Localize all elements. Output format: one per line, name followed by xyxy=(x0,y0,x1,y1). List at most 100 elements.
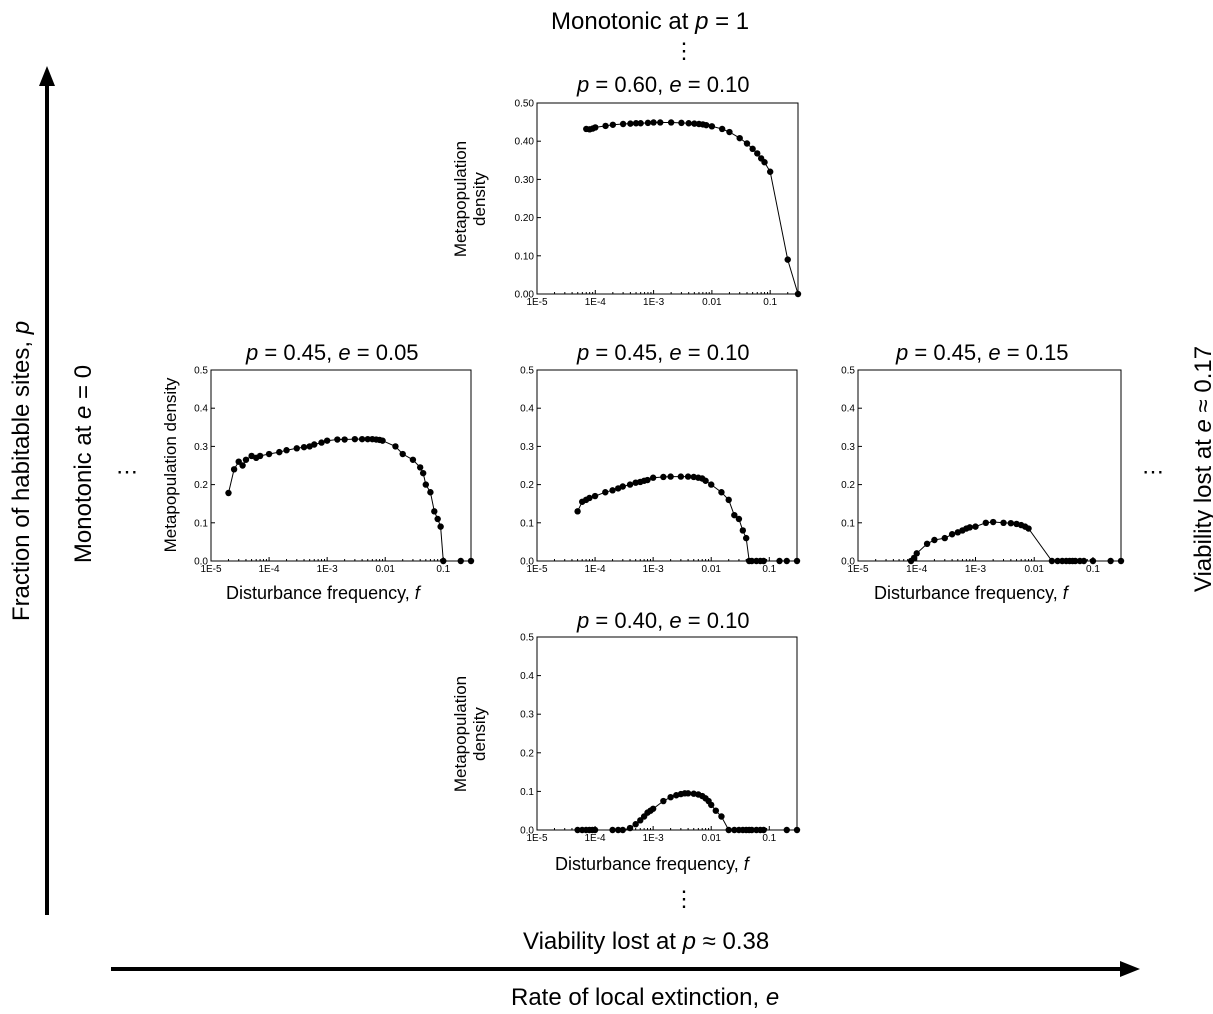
data-point xyxy=(627,120,634,127)
data-point xyxy=(708,801,715,809)
data-point xyxy=(364,435,371,443)
data-point xyxy=(725,496,732,504)
data-point xyxy=(1072,557,1079,565)
data-point xyxy=(614,826,622,834)
y-tick-label: 0.5 xyxy=(520,366,534,377)
data-point xyxy=(265,450,273,458)
data-point xyxy=(1054,557,1061,565)
plot-frame xyxy=(536,102,799,295)
data-point xyxy=(657,119,664,126)
data-point xyxy=(440,557,447,565)
data-point xyxy=(318,439,325,446)
data-point xyxy=(941,534,948,542)
x-tick-label: 1E-3 xyxy=(643,564,665,575)
top-label: Monotonic at p = 1 xyxy=(551,8,750,35)
x-tick-label: 0.01 xyxy=(702,297,722,308)
data-point xyxy=(619,483,626,490)
y-tick-label: 0.4 xyxy=(194,404,208,415)
data-point xyxy=(784,256,791,263)
data-point xyxy=(660,473,667,481)
data-point xyxy=(660,797,667,805)
x-tick-label: 0.1 xyxy=(763,297,777,308)
x-tick-label: 1E-5 xyxy=(526,564,548,575)
data-point xyxy=(725,826,732,834)
x-tick-label: 0.1 xyxy=(436,564,450,575)
data-point xyxy=(1107,557,1114,565)
data-point xyxy=(637,120,644,127)
data-point xyxy=(793,557,801,565)
x-tick-label: 1E-3 xyxy=(643,297,665,308)
data-point xyxy=(431,508,438,515)
x-tick-label: 1E-4 xyxy=(585,297,607,308)
data-point xyxy=(341,436,348,443)
y-tick-label: 0.2 xyxy=(841,480,855,491)
data-point xyxy=(691,120,698,127)
data-point xyxy=(626,481,634,488)
chart-panel-top: 0.00 0.10 0.20 0.30 0.40 0.50 1E-5 1E-4 1E-3 0.01… xyxy=(451,99,802,308)
panel-title-bottom: p = 0.40, e = 0.10 xyxy=(577,608,750,633)
data-point xyxy=(416,464,424,471)
x-tick-label: 1E-5 xyxy=(526,297,548,308)
data-point xyxy=(409,456,417,463)
data-point xyxy=(591,826,599,834)
data-point xyxy=(667,119,675,126)
data-point xyxy=(1048,557,1056,565)
bottom-label: Viability lost at p ≈ 0.38 xyxy=(523,928,770,955)
x-tick-label: 1E-4 xyxy=(259,564,281,575)
y-tick-label: 0.00 xyxy=(515,290,535,301)
y-axis-title: Metapopulation density xyxy=(161,377,180,552)
right-ellipsis: ⋯ xyxy=(1142,459,1164,484)
chart-panel-bottom: 0.0 0.1 0.2 0.3 0.4 0.5 1E-5 1E-4 1E-3 0.01 0.1 Met… xyxy=(451,633,801,844)
series-line xyxy=(910,521,1121,562)
chart-panel-left: 0.0 0.1 0.2 0.3 0.4 0.5 1E-5 1E-4 1E-3 0.01 0.1 Met… xyxy=(161,366,475,575)
y-tick-label: 0.40 xyxy=(515,137,535,148)
data-point xyxy=(586,494,593,502)
data-point xyxy=(323,437,331,444)
data-point xyxy=(225,489,232,497)
x-tick-label: 1E-5 xyxy=(526,833,548,844)
data-point xyxy=(708,123,716,130)
y-tick-label: 0.3 xyxy=(520,710,534,721)
x-tick-label: 0.1 xyxy=(762,564,776,575)
y-tick-label: 0.1 xyxy=(520,518,534,529)
data-point xyxy=(718,489,725,496)
data-point xyxy=(703,121,710,129)
data-point xyxy=(434,515,441,523)
x-tick-label: 1E-5 xyxy=(847,564,869,575)
x-tick-label: 0.1 xyxy=(1086,564,1100,575)
data-point xyxy=(794,290,802,298)
data-point xyxy=(748,557,756,565)
y-tick-label: 0.30 xyxy=(515,175,535,186)
data-point xyxy=(239,462,246,469)
horizontal-arrowhead xyxy=(1120,961,1140,977)
data-point xyxy=(739,527,747,534)
plot-frame xyxy=(536,636,798,831)
y-tick-label: 0.0 xyxy=(520,826,534,837)
data-point xyxy=(419,469,427,477)
panel-title-left: p = 0.45, e = 0.05 xyxy=(246,340,419,365)
data-point xyxy=(619,120,627,128)
bottom-ellipsis: ⋮ xyxy=(673,886,695,911)
data-point xyxy=(667,473,674,480)
data-point xyxy=(793,826,801,834)
data-point xyxy=(283,447,290,454)
y-tick-label: 0.50 xyxy=(515,99,535,110)
data-point xyxy=(574,826,581,834)
xlabel-left: Disturbance frequency, f xyxy=(226,583,420,603)
x-tick-label: 0.01 xyxy=(375,564,395,575)
data-point xyxy=(754,150,761,157)
y-tick-label: 0.4 xyxy=(520,671,534,682)
chart-panel-center: 0.0 0.1 0.2 0.3 0.4 0.5 1E-5 1E-4 1E-3 0.01 0.1 xyxy=(520,366,801,575)
y-tick-label: 0.5 xyxy=(520,633,534,644)
y-tick-label: 0.3 xyxy=(520,442,534,453)
data-point xyxy=(1089,557,1097,565)
data-point xyxy=(609,487,616,494)
y-tick-label: 0.4 xyxy=(520,404,534,415)
x-axis-label: Rate of local extinction, e xyxy=(511,984,780,1011)
data-point xyxy=(708,481,715,488)
data-point xyxy=(300,443,308,451)
plot-frame xyxy=(857,369,1122,562)
data-point xyxy=(619,826,626,834)
y-tick-label: 0.3 xyxy=(194,442,208,453)
